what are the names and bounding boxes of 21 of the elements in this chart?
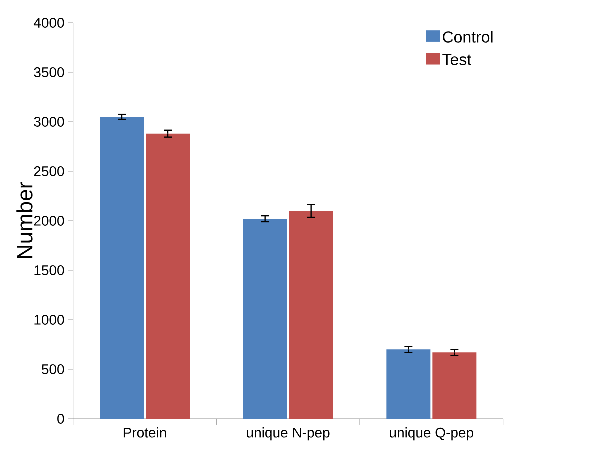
y-tick-label: 3000 [34,117,64,127]
bar [289,211,334,419]
bar [100,117,144,419]
bar [386,350,431,419]
x-tick-label: unique Q-pep [390,428,474,441]
y-axis-title: Number [16,182,33,258]
bar [243,219,288,419]
bar [146,134,190,419]
y-tick-label: 2500 [34,166,64,176]
y-tick-label: 1000 [34,315,64,325]
y-tick-label: 500 [42,364,64,374]
x-tick-label: Protein [124,428,166,438]
legend-label: Control [443,31,493,43]
x-tick-label: unique N-pep [247,428,330,441]
bar [432,352,477,419]
y-tick-label: 2000 [34,216,64,226]
y-tick-label: 3500 [34,68,64,78]
y-tick-label: 4000 [34,18,64,28]
y-tick-label: 0 [58,414,64,424]
y-tick-label: 1500 [34,266,64,276]
legend-label: Test [442,54,472,66]
